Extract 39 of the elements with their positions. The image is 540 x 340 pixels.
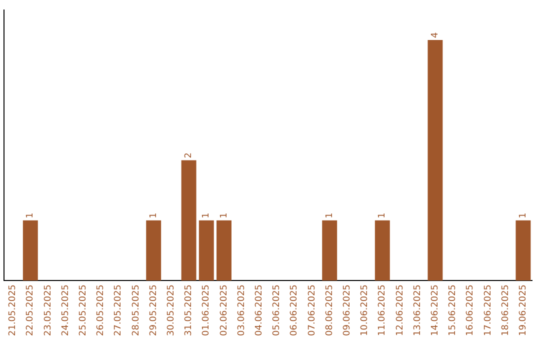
x-tick-label: 07.06.2025: [307, 284, 318, 336]
x-tick-label: 31.05.2025: [184, 284, 194, 336]
x-tick-label: 25.05.2025: [78, 284, 89, 336]
x-tick-label: 28.05.2025: [131, 284, 142, 336]
x-tick-label: 12.06.2025: [395, 284, 406, 336]
x-tick-label: 16.06.2025: [466, 284, 476, 336]
data-label: 1: [324, 212, 335, 218]
x-tick-label: 14.06.2025: [430, 284, 441, 336]
x-tick-label: 02.06.2025: [219, 284, 230, 336]
x-tick-label: 21.05.2025: [8, 284, 18, 336]
data-label: 1: [378, 212, 388, 218]
x-tick-label: 10.06.2025: [360, 284, 370, 336]
x-tick-label: 13.06.2025: [412, 284, 423, 336]
data-label: 1: [518, 212, 529, 218]
x-tick-label: 27.05.2025: [114, 284, 124, 336]
x-tick-label: 11.06.2025: [378, 284, 388, 336]
x-tick-label: 30.05.2025: [166, 284, 177, 336]
data-label: 2: [184, 152, 194, 158]
x-tick-label: 09.06.2025: [342, 284, 353, 336]
x-tick-label: 18.06.2025: [500, 284, 511, 336]
data-label: 1: [202, 212, 212, 218]
data-label: 1: [148, 212, 159, 218]
x-tick-label: 15.06.2025: [448, 284, 458, 336]
x-tick-label: 08.06.2025: [324, 284, 335, 336]
x-tick-label: 22.05.2025: [26, 284, 36, 336]
data-label: 1: [219, 212, 230, 218]
x-tick-label: 04.06.2025: [254, 284, 265, 336]
x-tick-label: 01.06.2025: [202, 284, 212, 336]
x-tick-label: 06.06.2025: [290, 284, 300, 336]
x-tick-label: 29.05.2025: [148, 284, 159, 336]
x-tick-label: 26.05.2025: [96, 284, 106, 336]
data-label: 4: [430, 32, 441, 38]
data-label: 1: [26, 212, 36, 218]
x-tick-label: 03.06.2025: [236, 284, 247, 336]
x-tick-label: 17.06.2025: [483, 284, 494, 336]
x-tick-label: 23.05.2025: [43, 284, 54, 336]
x-tick-label: 05.06.2025: [272, 284, 282, 336]
x-tick-label: 24.05.2025: [60, 284, 71, 336]
x-tick-label: 19.06.2025: [518, 284, 529, 336]
